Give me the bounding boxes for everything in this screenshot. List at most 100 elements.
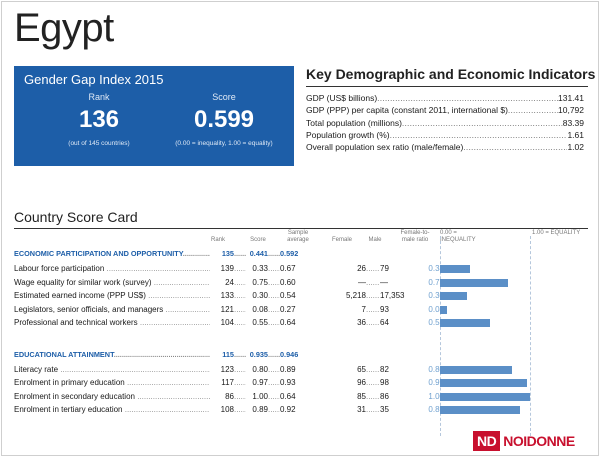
row-score: 0.80 [252,364,268,374]
section-row: EDUCATIONAL ATTAINMENT..................… [14,349,454,361]
row-female: 5,218 [345,291,366,300]
section-row: ECONOMIC PARTICIPATION AND OPPORTUNITY..… [14,248,454,260]
indicator-value: 131.41 [558,93,584,103]
table-row: Wage equality for similar work (survey) … [14,277,444,287]
indicator-value: 1.02 [567,142,584,153]
gender-gap-box: Gender Gap Index 2015 Rank 136 (out of 1… [14,66,294,166]
row-score: 0.30 [252,291,268,300]
ratio-bar [440,265,470,273]
table-row: Enrolment in secondary education .......… [14,391,444,401]
header-equality: 1.00 = EQUALITY [532,230,581,236]
header-score: Score [250,237,266,243]
row-ratio: 0.75 [428,277,444,287]
indicator-label: Total population (millions) [306,117,402,128]
row-label: Enrolment in secondary education .......… [14,391,210,401]
row-female: 85 [357,391,366,401]
watermark-logo: ND NOIDONNE [473,430,575,452]
row-score: 0.97 [252,378,268,387]
indicator-row: GDP (US$ billions) 131.41 [306,92,584,104]
score-block: Score 0.599 (0.00 = inequality, 1.00 = e… [154,92,294,147]
rank-block: Rank 136 (out of 145 countries) [44,92,154,147]
header-sample-average: Sample average [287,230,309,243]
row-score: 0.75 [252,277,268,287]
indicators-title: Key Demographic and Economic Indicators [306,66,596,82]
indicator-row: Total population (millions) 83.39 [306,117,584,129]
indicator-row: Population growth (%) 1.61 [306,129,584,141]
header-inequality: 0.00 = INEQUALITY [440,230,476,243]
row-score: 0.89 [252,405,268,414]
row-ratio: 0.89 [428,405,444,414]
row-score: 1.00 [252,391,268,401]
row-male: 64 [380,318,389,327]
row-male: — [380,277,388,287]
section-score: 0.441 [249,249,268,258]
ratio-bar [440,365,512,374]
indicator-value: 83.39 [562,117,584,128]
row-avg: 0.67 [280,264,296,273]
row-avg: 0.89 [280,364,296,374]
row-female: 7 [361,304,366,314]
score-value: 0.599 [193,106,255,133]
table-row: Enrolment in primary education .........… [14,378,444,387]
ratio-bar [440,305,448,314]
indicator-value: 1.61 [567,129,584,140]
row-female: — [358,277,366,287]
row-female: 96 [357,378,366,387]
ratio-bar [440,278,508,287]
indicators-list: GDP (US$ billions) 131.41 GDP (PPP) per c… [306,92,584,153]
table-row: Professional and technical workers .....… [14,318,444,327]
rank-label: Rank [88,92,110,102]
indicator-label: Overall population sex ratio (male/femal… [306,142,464,153]
table-row: Legislators, senior officials, and manag… [14,304,444,314]
row-ratio: 1.00 [428,391,444,401]
row-female: 65 [357,364,366,374]
row-male: 79 [380,264,389,273]
indicator-label: Population growth (%) [306,129,390,140]
row-avg: 0.93 [280,378,296,387]
row-score: 0.33 [252,264,268,273]
row-label: Literacy rate ..........................… [14,364,210,374]
indicator-row: GDP (PPP) per capita (constant 2011, int… [306,104,584,116]
row-rank: 121 [220,304,234,314]
row-ratio: 0.97 [428,378,444,387]
row-avg: 0.54 [280,291,296,300]
logo-mark: ND [473,431,501,451]
row-ratio: 0.08 [428,304,444,314]
ratio-bar [440,406,521,414]
row-label: Enrolment in tertiary education ........… [14,405,210,414]
table-row: Literacy rate ..........................… [14,364,444,374]
row-avg: 0.64 [280,318,296,327]
scorecard-title: Country Score Card [14,209,138,225]
row-label: Wage equality for similar work (survey) … [14,277,210,287]
ratio-bar [440,392,530,401]
row-avg: 0.60 [280,277,296,287]
section-rank: 115 [222,349,234,359]
row-male: 86 [380,391,389,401]
ratio-bar [440,319,490,327]
section-rank: 135 [221,249,234,258]
row-female: 31 [357,405,366,414]
row-female: 36 [357,318,366,327]
logo-name: NOIDONNE [503,433,575,449]
row-rank: 117 [221,378,234,387]
score-label: Score [212,92,236,102]
row-avg: 0.27 [280,304,296,314]
row-label: Labour force participation .............… [14,264,210,273]
ratio-bar [440,379,528,387]
scorecard-rule [14,228,588,229]
row-rank: 123 [220,364,234,374]
row-rank: 139 [220,264,234,273]
row-male: 93 [380,304,389,314]
row-male: 98 [380,378,389,387]
row-female: 26 [357,264,366,273]
row-rank: 133 [220,291,234,300]
row-male: 35 [380,405,389,414]
table-row: Estimated earned income (PPP US$) ......… [14,291,444,300]
rank-note: (out of 145 countries) [68,140,130,147]
row-ratio: 0.30 [428,291,444,300]
section-avg: 0.946 [280,349,299,359]
row-rank: 108 [220,405,234,414]
row-label: Estimated earned income (PPP US$) ......… [14,291,210,300]
section-avg: 0.592 [280,249,299,258]
